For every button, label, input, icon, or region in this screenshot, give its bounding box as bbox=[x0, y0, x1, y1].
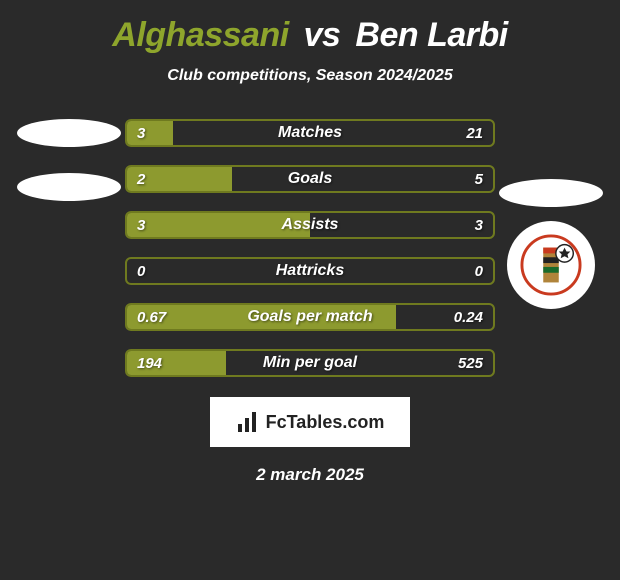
left-badge-placeholder bbox=[17, 119, 121, 201]
stat-label: Hattricks bbox=[127, 259, 493, 283]
ellipse-icon bbox=[17, 173, 121, 201]
main-row: 321Matches 25Goals 33Assists 00Hattricks 0.6… bbox=[0, 119, 620, 377]
stat-row: 194525Min per goal bbox=[125, 349, 495, 377]
stat-label: Goals bbox=[127, 167, 493, 191]
team-crest-icon bbox=[507, 221, 595, 309]
page-title: Alghassani vs Ben Larbi bbox=[0, 10, 620, 59]
right-badge-col bbox=[495, 119, 607, 309]
fctables-logo[interactable]: FcTables.com bbox=[210, 397, 410, 447]
player2-name: Ben Larbi bbox=[355, 16, 507, 54]
stat-row: 33Assists bbox=[125, 211, 495, 239]
left-badge-col bbox=[13, 119, 125, 201]
vs-label: vs bbox=[304, 16, 341, 54]
bar-chart-icon bbox=[236, 410, 260, 434]
logo-text: FcTables.com bbox=[266, 412, 385, 433]
stat-row: 00Hattricks bbox=[125, 257, 495, 285]
stat-label: Assists bbox=[127, 213, 493, 237]
stat-bars: 321Matches 25Goals 33Assists 00Hattricks 0.6… bbox=[125, 119, 495, 377]
player1-name: Alghassani bbox=[112, 16, 288, 54]
ellipse-icon bbox=[499, 179, 603, 207]
subtitle: Club competitions, Season 2024/2025 bbox=[0, 67, 620, 85]
date-label: 2 march 2025 bbox=[0, 465, 620, 485]
stat-row: 321Matches bbox=[125, 119, 495, 147]
stat-row: 0.670.24Goals per match bbox=[125, 303, 495, 331]
stat-label: Goals per match bbox=[127, 305, 493, 329]
stat-label: Matches bbox=[127, 121, 493, 145]
stat-row: 25Goals bbox=[125, 165, 495, 193]
stat-label: Min per goal bbox=[127, 351, 493, 375]
ellipse-icon bbox=[17, 119, 121, 147]
comparison-card: Alghassani vs Ben Larbi Club competition… bbox=[0, 0, 620, 580]
